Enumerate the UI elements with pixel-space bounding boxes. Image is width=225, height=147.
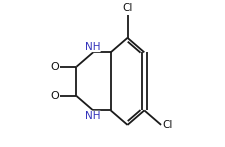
Text: O: O — [50, 91, 58, 101]
Text: Cl: Cl — [122, 3, 132, 13]
Text: Cl: Cl — [162, 120, 172, 130]
Text: O: O — [50, 62, 58, 72]
Text: NH: NH — [84, 42, 100, 52]
Text: NH: NH — [84, 111, 100, 121]
